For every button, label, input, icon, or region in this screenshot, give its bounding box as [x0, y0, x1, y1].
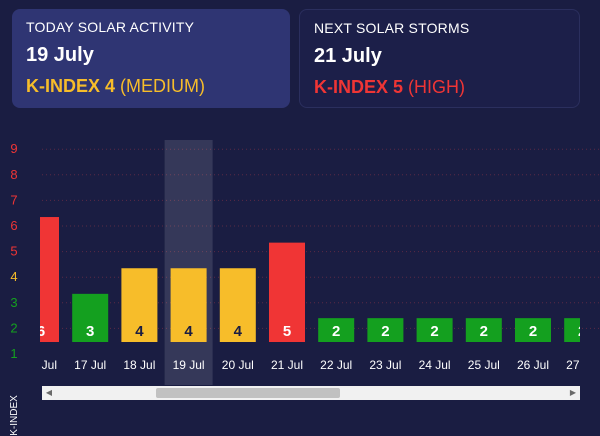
x-tick-label: 25 Jul [468, 358, 500, 372]
y-axis-title-text: K-INDEX [8, 395, 20, 436]
bar-value-label: 6 [37, 323, 45, 340]
x-tick-label: 17 Jul [74, 358, 106, 372]
x-tick-label: 22 Jul [320, 358, 352, 372]
y-tick-label: 3 [10, 295, 17, 310]
x-tick-label: 21 Jul [271, 358, 303, 372]
x-tick-label: 18 Jul [123, 358, 155, 372]
x-tick-label: 27 Jul [566, 358, 598, 372]
today-card-title: TODAY SOLAR ACTIVITY [26, 19, 195, 35]
x-tick-label: 24 Jul [419, 358, 451, 372]
bar [170, 268, 207, 342]
y-tick-label: 6 [10, 218, 17, 233]
k-index-bar-chart: 1 2 3 4 5 6 7 8 9 6 16 Jul 3 17 Jul 4 18 Jul 4 19 Jul 4 20… [10, 140, 600, 385]
arrow-right-icon[interactable]: ▶ [569, 388, 577, 397]
scrollbar-thumb[interactable] [156, 388, 340, 398]
bar-value-label: 3 [86, 323, 94, 340]
y-tick-label: 7 [10, 192, 17, 207]
chart-horizontal-scrollbar[interactable]: ◀ ▶ [42, 386, 580, 400]
bar [367, 318, 404, 342]
y-tick-label: 4 [10, 269, 17, 284]
bar-value-label: 2 [381, 323, 389, 340]
today-card-date: 19 July [26, 44, 94, 66]
x-tick-label: 19 Jul [173, 358, 205, 372]
bar [72, 293, 109, 342]
bar [40, 217, 59, 342]
y-tick-label: 9 [10, 141, 17, 156]
x-tick-label: 23 Jul [369, 358, 401, 372]
y-axis-title: K-INDEX [2, 395, 32, 436]
bar [219, 268, 256, 342]
x-tick-label: 26 Jul [517, 358, 549, 372]
next-k-prefix: K-INDEX [314, 77, 394, 97]
next-storms-card: NEXT SOLAR STORMS 21 July K-INDEX 5 (HIG… [299, 9, 580, 108]
bar [564, 318, 580, 342]
x-tick-label: 20 Jul [222, 358, 254, 372]
bar-value-label: 4 [184, 323, 193, 340]
next-k-level: (HIGH) [403, 77, 466, 97]
today-k-prefix: K-INDEX [26, 76, 106, 96]
bar-value-label: 2 [430, 323, 438, 340]
today-k-index: K-INDEX 4 (MEDIUM) [26, 76, 276, 97]
bar-value-label: 4 [135, 323, 144, 340]
today-k-level: (MEDIUM) [115, 76, 206, 96]
bar [121, 268, 158, 342]
bar [515, 318, 551, 342]
bar-value-label: 2 [529, 323, 537, 340]
y-tick-label: 8 [10, 167, 17, 182]
bar [465, 318, 502, 342]
today-activity-card: TODAY SOLAR ACTIVITY 19 July K-INDEX 4 (… [12, 9, 290, 108]
bar-value-label: 4 [234, 323, 243, 340]
bar [318, 318, 355, 342]
highlight-band [164, 140, 213, 385]
y-tick-label: 1 [10, 346, 17, 361]
bar [269, 242, 305, 342]
bar-value-label: 5 [283, 323, 291, 340]
bar-value-label: 2 [332, 323, 340, 340]
bar-value-label: 2 [578, 323, 586, 340]
next-card-date: 21 July [314, 45, 382, 67]
today-k-value: 4 [105, 76, 116, 96]
y-tick-label: 2 [10, 320, 17, 335]
bar [416, 318, 453, 342]
bar-value-label: 2 [480, 323, 488, 340]
arrow-left-icon[interactable]: ◀ [45, 388, 53, 397]
y-tick-label: 5 [10, 244, 17, 259]
next-k-index: K-INDEX 5 (HIGH) [314, 77, 565, 98]
x-tick-label: 16 Jul [25, 358, 57, 372]
next-k-value: 5 [393, 77, 404, 97]
next-card-title: NEXT SOLAR STORMS [314, 20, 470, 36]
